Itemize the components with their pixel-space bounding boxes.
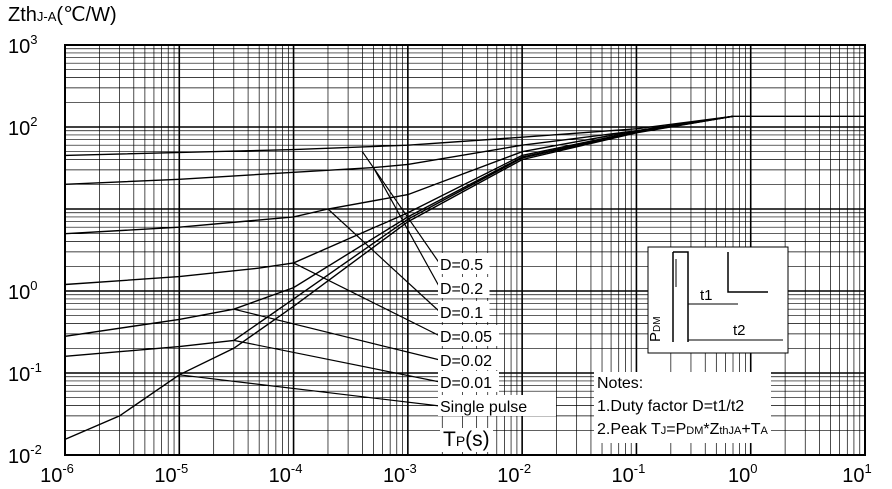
y-tick-label: 100	[8, 278, 37, 304]
label-background	[438, 349, 499, 370]
series-line-d-0-5	[64, 115, 865, 157]
label-leader-line	[372, 167, 441, 289]
series-line-d-0-2	[64, 115, 734, 185]
series-line-single-pulse	[64, 115, 734, 441]
label-leader-line	[327, 208, 441, 313]
series-label: Single pulse	[440, 399, 527, 416]
notes-box: Notes: 1.Duty factor D=t1/t2 2.Peak TJ=P…	[594, 372, 771, 443]
x-tick-label: 101	[842, 461, 871, 487]
label-background	[438, 325, 499, 346]
plot-frame	[64, 44, 866, 456]
notes-line-1: 1.Duty factor D=t1/t2	[597, 398, 745, 415]
y-tick-label: 103	[8, 32, 37, 58]
series-label: D=0.02	[440, 353, 492, 370]
x-tick-label: 10-3	[383, 461, 417, 487]
x-tick-label: 10-5	[154, 461, 188, 487]
inset-t2-label: t2	[733, 322, 746, 339]
y-tick-label: 102	[8, 114, 37, 140]
series-label: D=0.05	[440, 329, 492, 346]
series-label: D=0.2	[440, 281, 483, 298]
y-tick-label: 10-2	[8, 442, 42, 468]
y-axis-label: ZthJ-A(℃/W)	[8, 2, 117, 27]
y-axis-label-main: Zth	[8, 4, 37, 26]
label-background	[438, 301, 490, 322]
notes-title: Notes:	[597, 375, 644, 392]
label-background	[438, 395, 556, 416]
x-tick-label: 10-2	[497, 461, 531, 487]
label-leader-line	[179, 374, 441, 407]
series-label: D=0.5	[440, 257, 483, 274]
y-axis-label-sub: J-A	[36, 9, 57, 24]
notes-line-2-b-sub: DM	[686, 425, 704, 437]
label-leader-line	[233, 339, 441, 383]
inset-box	[647, 246, 789, 354]
x-axis-label-unit: (s)	[465, 428, 490, 451]
inset-pulse-1	[673, 251, 689, 342]
inset-pulse-2	[727, 252, 768, 293]
x-tick-label: 10-1	[612, 461, 646, 487]
label-background	[438, 371, 499, 392]
x-tick-label: 10-4	[269, 461, 303, 487]
y-tick-label: 10-1	[8, 360, 42, 386]
notes-line-2-d-sub: A	[760, 425, 768, 437]
x-axis-label-main: T	[443, 428, 456, 451]
label-leader-line	[293, 262, 441, 337]
label-background	[438, 277, 490, 298]
label-background	[438, 253, 490, 274]
series-line-d-0-1	[64, 115, 734, 235]
series-label: D=0.1	[440, 305, 483, 322]
x-axis-label-sub: P	[455, 433, 466, 449]
notes-line-2-c-sub: thJA	[719, 425, 742, 437]
notes-line-2-b: =P	[666, 421, 687, 438]
notes-line-2-d: +T	[741, 421, 761, 438]
series-line-d-0-02	[64, 115, 734, 337]
notes-line-2-a: 2.Peak T	[597, 421, 661, 438]
notes-line-2: 2.Peak TJ=PDM*ZthJA+TA	[597, 418, 768, 443]
notes-line-2-c: *Z	[703, 421, 720, 438]
x-tick-label: 10-6	[40, 461, 74, 487]
series-label: D=0.01	[440, 375, 492, 392]
x-tick-label: 100	[728, 461, 757, 487]
x-axis-label: TP(s)	[440, 428, 493, 452]
notes-line-2-a-sub: J	[660, 425, 667, 437]
inset-pdm-label: PDM	[647, 316, 664, 342]
y-axis-label-unit: (℃/W)	[56, 4, 117, 26]
inset-t1-label: t1	[700, 287, 713, 304]
series-line-d-0-05	[64, 115, 734, 286]
label-leader-line	[233, 308, 441, 361]
